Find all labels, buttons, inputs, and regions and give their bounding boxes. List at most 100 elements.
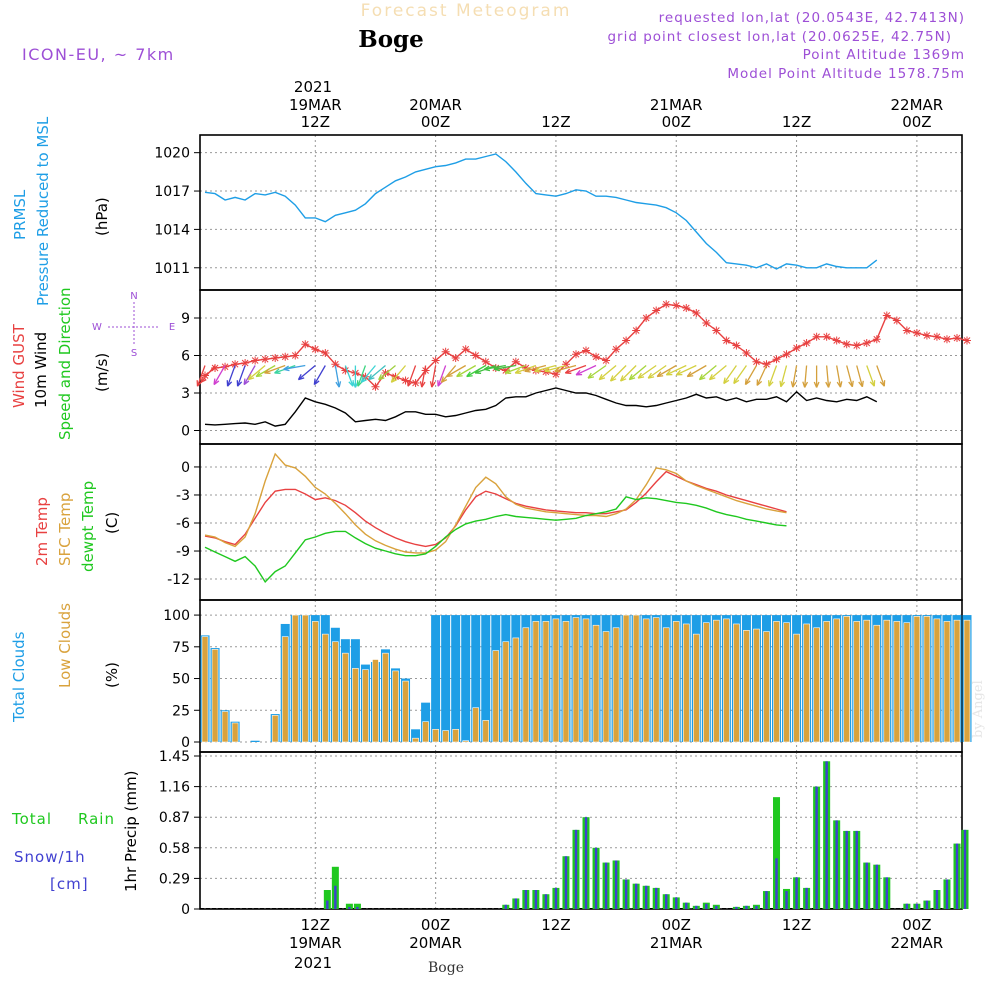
wind-arrow: [708, 365, 727, 381]
gust-marker: [842, 340, 851, 349]
gust-marker: [271, 354, 280, 362]
wind-arrow: [587, 364, 607, 379]
snow-bar: [815, 786, 818, 909]
snow-bar: [614, 860, 618, 909]
total-cloud-bar: [481, 615, 491, 742]
low-cloud-bar: [422, 721, 429, 743]
low-cloud-bar: [612, 627, 620, 743]
gust-marker: [411, 379, 420, 387]
wind-arrow: [665, 364, 687, 376]
low-cloud-bar: [231, 722, 239, 743]
snow-bar: [675, 897, 678, 909]
wind-arrow: [609, 365, 627, 382]
low-cloud-bar: [682, 623, 690, 743]
low-cloud-bar: [723, 618, 730, 743]
top-date-label: 21MAR: [650, 96, 703, 114]
gust-marker: [732, 341, 741, 350]
clouds-unit-label: (%): [103, 662, 121, 688]
low-cloud-bar: [221, 711, 229, 743]
low-cloud-bar: [763, 631, 770, 743]
gust-marker: [602, 356, 611, 365]
wind-arrow: [213, 365, 226, 386]
bottom-hour-label: 00Z: [421, 916, 450, 934]
low-cloud-bar: [512, 637, 520, 743]
top-hour-label: 00Z: [421, 113, 450, 131]
ytick-label-wind: 0: [181, 424, 190, 440]
wind-arrow: [802, 365, 809, 388]
wind-arrow: [598, 365, 617, 381]
low-cloud-bar: [342, 652, 349, 743]
snow-bar: [765, 891, 768, 909]
gust-marker: [241, 359, 250, 367]
wind-arrow: [493, 364, 516, 372]
low-cloud-bar: [462, 740, 469, 743]
low-cloud-bar: [482, 720, 490, 743]
total-cloud-bar: [441, 615, 451, 742]
series-line-dewpt-temp: [204, 496, 787, 584]
precip-unit-label: 1hr Precip (mm): [122, 771, 140, 892]
bottom-date-label: 20MAR: [409, 934, 462, 952]
wind-arrow: [196, 365, 206, 387]
snow-bar: [925, 900, 929, 909]
series-line-10m-wind: [204, 387, 878, 427]
snow-bar: [634, 883, 638, 909]
snow-bar: [544, 894, 548, 909]
low-cloud-bar: [602, 631, 610, 743]
wind-arrow: [390, 365, 407, 383]
low-cloud-bar: [522, 627, 530, 743]
requested-lonlat: requested lon,lat (20.0543E, 42.7413N): [659, 10, 965, 26]
gust-marker: [381, 369, 390, 377]
snow-bar: [644, 885, 648, 909]
gust-marker: [561, 360, 570, 369]
ytick-label-clouds: 50: [172, 672, 190, 688]
low-cloud-bar: [291, 614, 299, 743]
low-cloud-bar: [642, 618, 650, 743]
wind-arrow: [825, 365, 832, 388]
wind-arrow: [723, 365, 737, 385]
gust-marker: [662, 300, 671, 309]
wind-arrow: [313, 365, 326, 386]
snow-bar: [935, 890, 939, 909]
gust-marker: [471, 351, 480, 360]
low-cloud-bar: [362, 669, 369, 743]
wind-arrow: [534, 364, 557, 373]
low-cloud-bar: [833, 618, 840, 743]
wind-arrow: [876, 365, 886, 387]
plot-area: 1011 1014 1017 1020 0 3 6 9 -12 -9 -6 -3 0 0 25 50 75 100…: [154, 96, 972, 952]
low-cloud-bar: [412, 737, 419, 743]
top-hour-label: 12Z: [541, 113, 570, 131]
low-clouds-label: Low Clouds: [56, 603, 74, 688]
low-cloud-bar: [572, 617, 580, 743]
gust-marker: [892, 316, 901, 325]
low-cloud-bar: [823, 621, 830, 743]
low-cloud-bar: [562, 621, 570, 743]
total-rain-bar: [345, 903, 353, 909]
wind-unit-label: (m/s): [93, 353, 111, 392]
wind-arrow: [368, 365, 386, 381]
ytick-label-clouds: 100: [163, 608, 190, 624]
low-cloud-bar: [332, 641, 339, 743]
low-cloud-bar: [312, 621, 319, 743]
low-cloud-bar: [211, 649, 219, 743]
wind-arrow: [790, 365, 798, 388]
gust-marker: [802, 339, 811, 347]
wind-arrow: [779, 365, 788, 388]
snow-bar: [665, 894, 668, 909]
low-cloud-bar: [803, 623, 810, 743]
top-hour-label: 12Z: [782, 113, 811, 131]
snow-bar: [654, 887, 658, 909]
low-cloud-bar: [783, 622, 790, 743]
temp-sfc-label: SFC Temp: [56, 493, 74, 566]
wind-arrow: [446, 364, 467, 378]
low-cloud-bar: [402, 680, 409, 743]
gust-marker: [872, 335, 881, 344]
snow-bar: [785, 891, 788, 909]
compass-s: S: [131, 348, 137, 359]
gust-marker: [932, 332, 941, 341]
wind-arrow: [866, 365, 876, 387]
snow-bar: [845, 830, 848, 909]
gust-marker: [451, 354, 460, 362]
model-point-altitude: Model Point Altitude 1578.75m: [727, 66, 965, 82]
wind-arrow: [264, 364, 286, 374]
